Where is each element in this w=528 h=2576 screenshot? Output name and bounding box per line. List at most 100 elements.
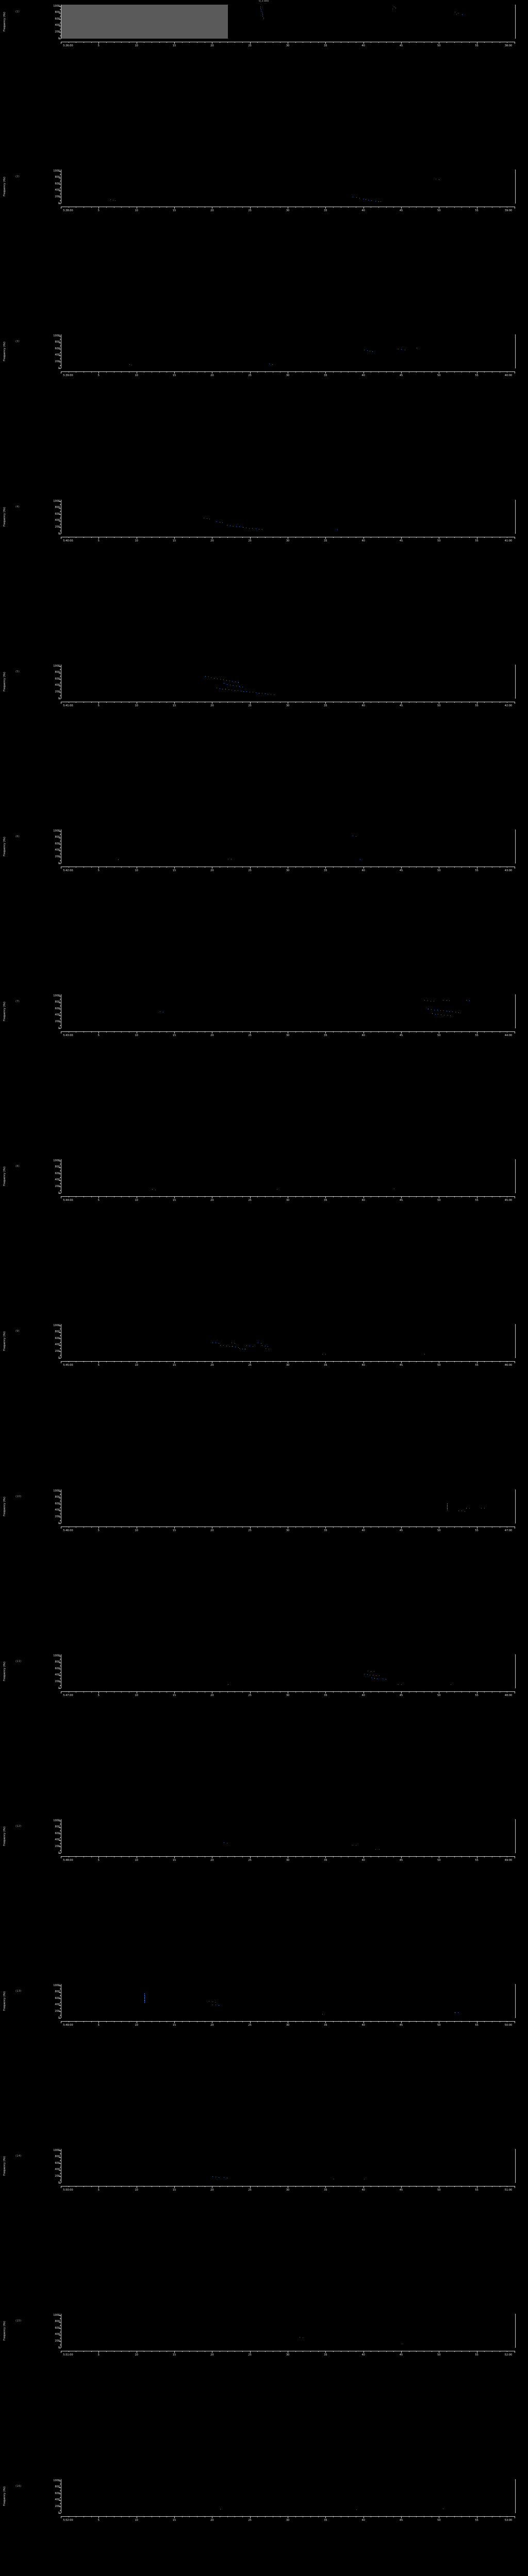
x-tick-minor: [265, 1031, 266, 1032]
x-tick-minor: [333, 371, 334, 372]
x-tick-minor: [454, 1527, 455, 1528]
detection-point: [238, 1347, 239, 1348]
x-tick-minor: [227, 1527, 228, 1528]
x-tick-minor: [461, 207, 463, 208]
x-tick-minor: [484, 1031, 485, 1032]
x-tick-major: [325, 1856, 326, 1858]
x-tick-minor: [159, 1196, 160, 1197]
spectrogram-panel: Frequency (Hz) 0 200 400 600 800 1000 (1) 5:36:0…: [0, 5, 528, 53]
x-tick-minor: [106, 1527, 107, 1528]
spectrogram-plot-area[interactable]: [61, 1489, 516, 1523]
spectrogram-plot-area[interactable]: [61, 1819, 516, 1853]
y-axis-label-text: Frequency (Hz): [3, 1331, 6, 1351]
x-tick-major: [325, 537, 326, 539]
y-axis-label: Frequency (Hz): [2, 665, 7, 699]
x-tick-major: [98, 2516, 100, 2518]
panel-index-label: (13): [15, 1989, 22, 1993]
y-tick-label: 200: [55, 1680, 60, 1683]
x-tick-minor: [484, 2351, 485, 2352]
x-tick-minor: [106, 1856, 107, 1857]
x-tick-minor: [121, 42, 122, 43]
y-tick-mark: [59, 1675, 61, 1676]
spectrogram-plot-area[interactable]: [61, 1654, 516, 1688]
y-axis: Frequency (Hz) 0 200 400 600 800 1000: [0, 1984, 61, 2019]
y-tick-mark-minor: [60, 2490, 61, 2491]
x-tick-minor: [106, 2351, 107, 2352]
y-tick-label: 200: [55, 2339, 60, 2343]
y-tick-label: 800: [55, 176, 60, 179]
x-tick-minor: [333, 1196, 334, 1197]
x-tick-minor: [318, 867, 319, 868]
x-tick-minor: [333, 2351, 334, 2352]
detection-point: [265, 693, 266, 694]
y-axis: Frequency (Hz) 0 200 400 600 800 1000: [0, 5, 61, 40]
y-tick-mark: [59, 1998, 61, 1999]
x-tick-minor: [393, 371, 394, 372]
y-axis-label: Frequency (Hz): [2, 1489, 7, 1523]
x-axis: 5:43:00 5 10 15 20 25 30 35 40 45 50 55 44:00: [61, 1031, 515, 1043]
x-tick-label: 10: [135, 1694, 138, 1697]
x-tick-label: 15: [172, 869, 176, 872]
spectrogram-plot-area[interactable]: [61, 1159, 516, 1193]
x-tick-major: [174, 1031, 175, 1033]
y-tick-mark: [59, 1180, 61, 1181]
spectrogram-plot-area[interactable]: [61, 2479, 516, 2513]
x-tick-minor: [159, 2351, 160, 2352]
x-tick-minor: [295, 1856, 296, 1857]
x-tick-minor: [386, 537, 387, 538]
y-tick-mark-minor: [60, 860, 61, 861]
y-axis-label: Frequency (Hz): [2, 500, 7, 534]
y-tick-mark: [59, 19, 61, 20]
x-tick-minor: [106, 867, 107, 868]
y-tick-label: 600: [55, 2326, 60, 2330]
spectrogram-plot-area[interactable]: [61, 829, 516, 863]
y-tick-label: 800: [55, 506, 60, 510]
spectrogram-plot-area[interactable]: [61, 2149, 516, 2183]
x-tick-minor: [386, 1691, 387, 1692]
y-tick-label: 600: [55, 1336, 60, 1340]
spectrogram-plot-area[interactable]: [61, 994, 516, 1028]
y-axis-label-text: Frequency (Hz): [3, 837, 6, 856]
x-tick-minor: [189, 1196, 190, 1197]
spectrogram-plot-area[interactable]: [61, 2314, 516, 2348]
x-tick-minor: [91, 1196, 92, 1197]
y-tick-label: 400: [55, 519, 60, 522]
y-axis-label-text: Frequency (Hz): [3, 2156, 6, 2176]
y-tick-mark: [59, 1358, 61, 1359]
spectrogram-plot-area[interactable]: [61, 1984, 516, 2018]
x-tick-minor: [348, 207, 349, 208]
x-tick-label: 30: [286, 704, 290, 707]
spectrogram-plot-area[interactable]: [61, 500, 516, 534]
y-tick-label: 1000: [53, 334, 60, 337]
x-tick-minor: [159, 42, 160, 43]
x-tick-minor: [484, 1361, 485, 1362]
x-tick-label: 30: [286, 539, 290, 543]
spectrogram-plot-area[interactable]: [61, 1324, 516, 1358]
x-tick-minor: [348, 2516, 349, 2517]
x-tick-minor: [393, 2021, 394, 2022]
x-tick-label: 40: [361, 1034, 365, 1037]
spectrogram-plot-area[interactable]: [61, 170, 516, 204]
x-tick-minor: [416, 42, 417, 43]
detection-point: [356, 197, 357, 198]
x-tick-minor: [257, 1361, 258, 1362]
x-tick-major: [98, 1856, 100, 1858]
spectrogram-plot-area[interactable]: [61, 5, 516, 39]
x-tick-label: 25: [248, 869, 252, 872]
x-tick-label: 25: [248, 2024, 252, 2027]
x-tick-major: [174, 1361, 175, 1363]
y-axis: Frequency (Hz) 0 200 400 600 800 1000: [0, 829, 61, 865]
x-tick-minor: [378, 867, 379, 868]
spectrogram-plot-area[interactable]: [61, 334, 516, 368]
x-tick-minor: [386, 2186, 387, 2187]
x-axis: 5:40:00 5 10 15 20 25 30 35 40 45 50 55 41:00: [61, 537, 515, 548]
x-tick-label: 10: [135, 704, 138, 707]
x-tick-label: 10: [135, 1199, 138, 1202]
detection-point: [115, 200, 116, 201]
x-tick-minor: [348, 371, 349, 372]
x-tick-minor: [265, 371, 266, 372]
x-tick-label: 35: [324, 869, 327, 872]
x-tick-major: [401, 1031, 402, 1033]
x-tick-label: 40: [361, 374, 365, 377]
spectrogram-plot-area[interactable]: [61, 665, 516, 699]
